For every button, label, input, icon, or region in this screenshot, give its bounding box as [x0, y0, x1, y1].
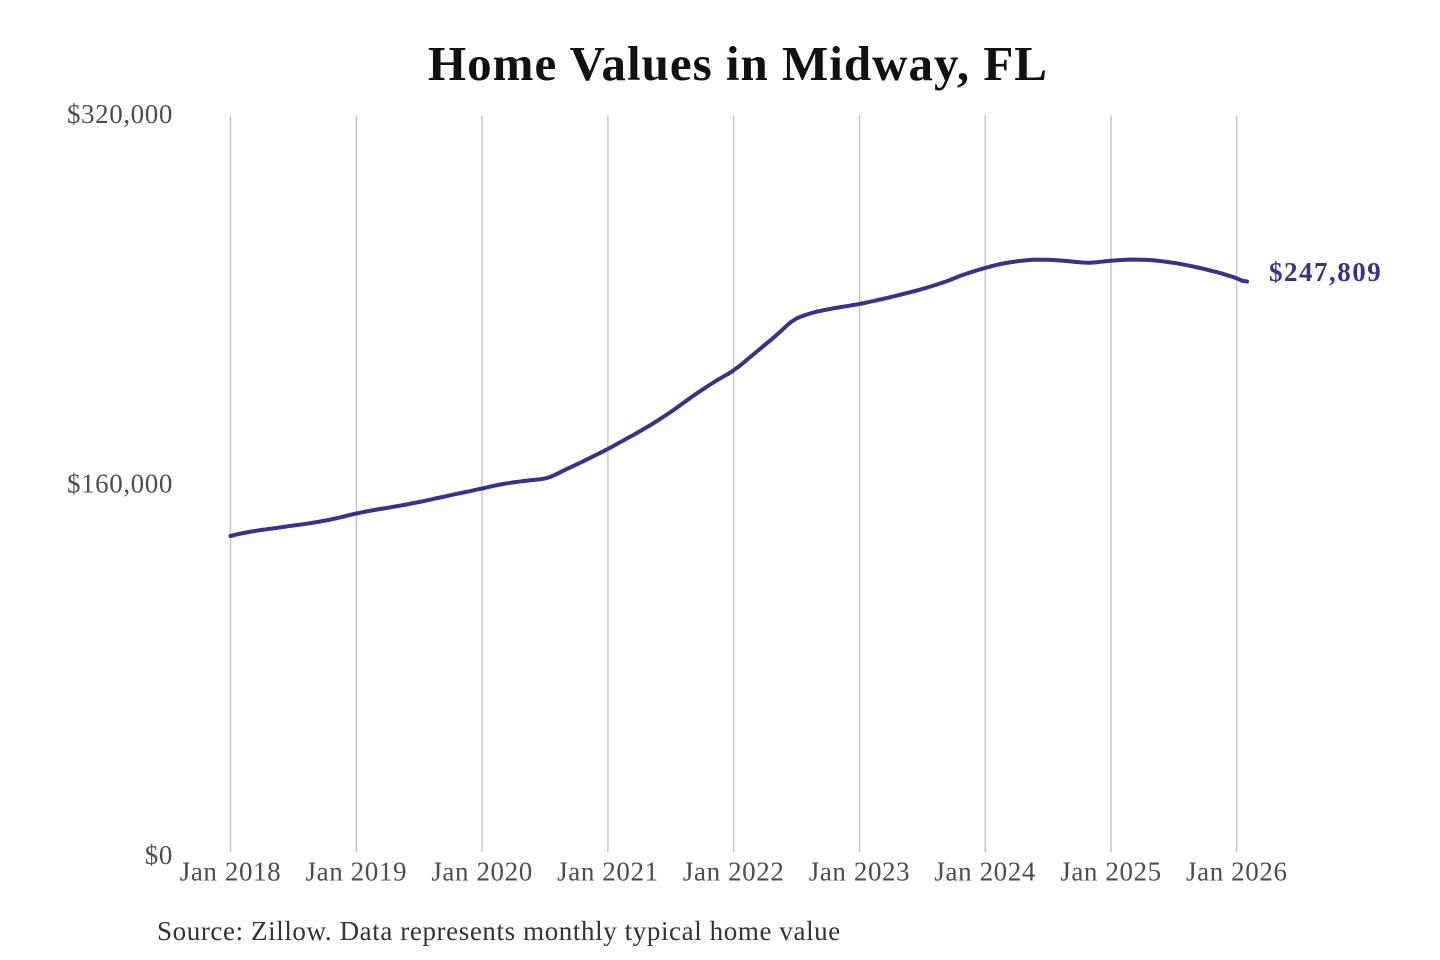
svg-text:$320,000: $320,000 — [67, 99, 173, 129]
svg-text:Jan 2026: Jan 2026 — [1186, 857, 1288, 887]
svg-text:Jan 2025: Jan 2025 — [1060, 857, 1162, 887]
svg-text:Jan 2020: Jan 2020 — [431, 857, 533, 887]
svg-text:Source: Zillow. Data represent: Source: Zillow. Data represents monthly … — [157, 916, 841, 946]
svg-text:Jan 2021: Jan 2021 — [557, 857, 659, 887]
svg-text:Jan 2018: Jan 2018 — [180, 857, 282, 887]
svg-text:$247,809: $247,809 — [1269, 257, 1382, 287]
svg-text:$0: $0 — [145, 840, 173, 870]
svg-text:Jan 2022: Jan 2022 — [683, 857, 785, 887]
svg-text:$160,000: $160,000 — [67, 469, 173, 499]
svg-text:Jan 2019: Jan 2019 — [306, 857, 408, 887]
svg-text:Home Values in Midway, FL: Home Values in Midway, FL — [428, 36, 1048, 91]
svg-text:Jan 2024: Jan 2024 — [934, 857, 1036, 887]
svg-text:Jan 2023: Jan 2023 — [809, 857, 911, 887]
